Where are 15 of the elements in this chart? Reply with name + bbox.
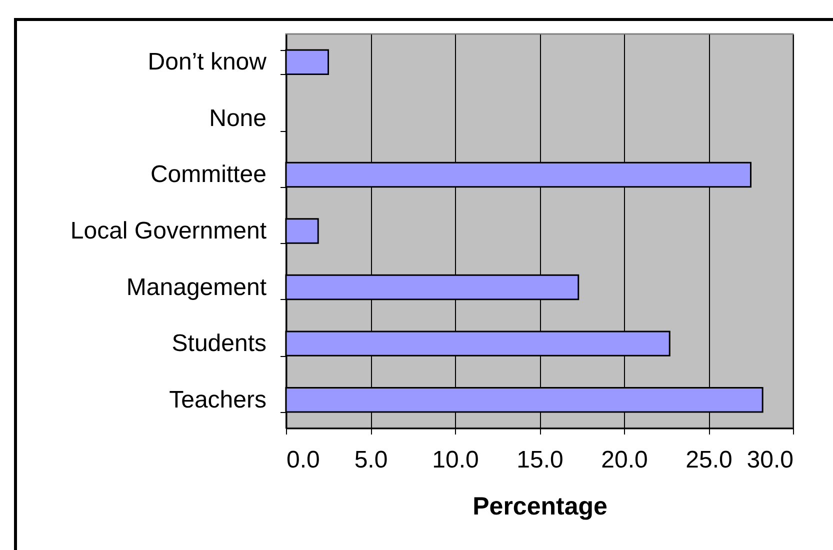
x-tick-label: 20.0 (601, 446, 648, 474)
x-axis-title: Percentage (472, 492, 608, 520)
x-tick-label: 10.0 (432, 446, 479, 474)
y-tick-label: Students (172, 330, 266, 358)
y-tick-label: Don’t know (148, 48, 268, 76)
x-tick-label: 0.0 (286, 446, 320, 474)
y-tick-label: Local Government (70, 218, 267, 244)
x-tick-label: 15.0 (516, 446, 564, 474)
y-tick-label: Teachers (169, 386, 266, 414)
y-tick-label: None (209, 104, 266, 132)
x-tick-label: 30.0 (746, 446, 794, 474)
y-tick-label: Management (126, 274, 267, 301)
y-tick-label: Committee (150, 161, 266, 188)
x-tick-label: 25.0 (686, 446, 732, 474)
x-tick-label: 5.0 (354, 446, 388, 474)
